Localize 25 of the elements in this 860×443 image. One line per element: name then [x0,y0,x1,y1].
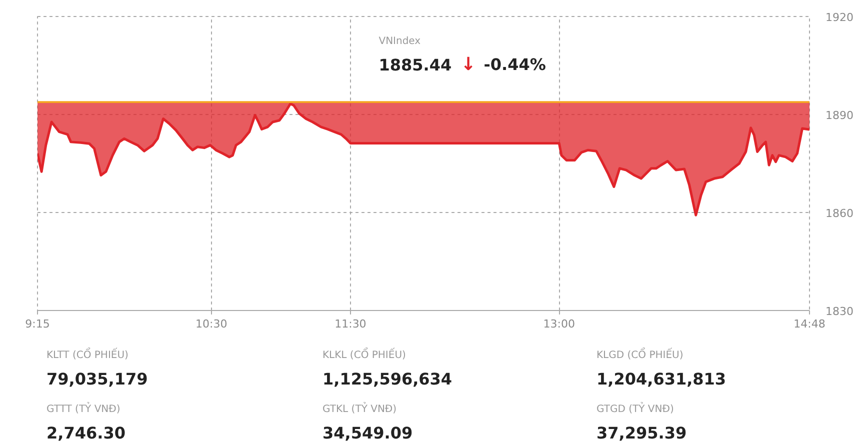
text: 34,549.09 [322,424,413,442]
y-tick-label: 1920 [826,11,854,24]
annotation: ↓ [460,54,476,76]
x-tick-label: 13:00 [543,318,575,330]
y-tick-label: 1890 [826,109,854,122]
text: GTTT (TỶ VNĐ) [46,402,120,415]
y-tick-label: 1860 [826,207,854,220]
text: 1,204,631,813 [596,370,726,388]
annotation: -0.44% [484,55,546,74]
x-tick-label: 14:48 [794,318,826,330]
y-tick-label: 1830 [826,305,854,318]
text: 37,295.39 [596,424,687,442]
annotation: VNIndex [378,36,421,47]
text: GTGD (TỶ VNĐ) [596,402,674,415]
text: KLKL (CỔ PHIẾU) [322,347,406,361]
x-tick-label: 11:30 [334,318,366,330]
x-tick-label: 9:15 [25,318,50,330]
text: KLGD (CỔ PHIẾU) [596,347,684,361]
x-tick-label: 10:30 [196,318,228,330]
text: 2,746.30 [46,424,126,442]
text: 1,125,596,634 [322,370,452,388]
annotation: 1885.44 [378,56,452,75]
text: 79,035,179 [46,370,148,388]
text: GTKL (TỶ VNĐ) [322,402,397,415]
text: KLTT (CỔ PHIẾU) [46,347,129,361]
